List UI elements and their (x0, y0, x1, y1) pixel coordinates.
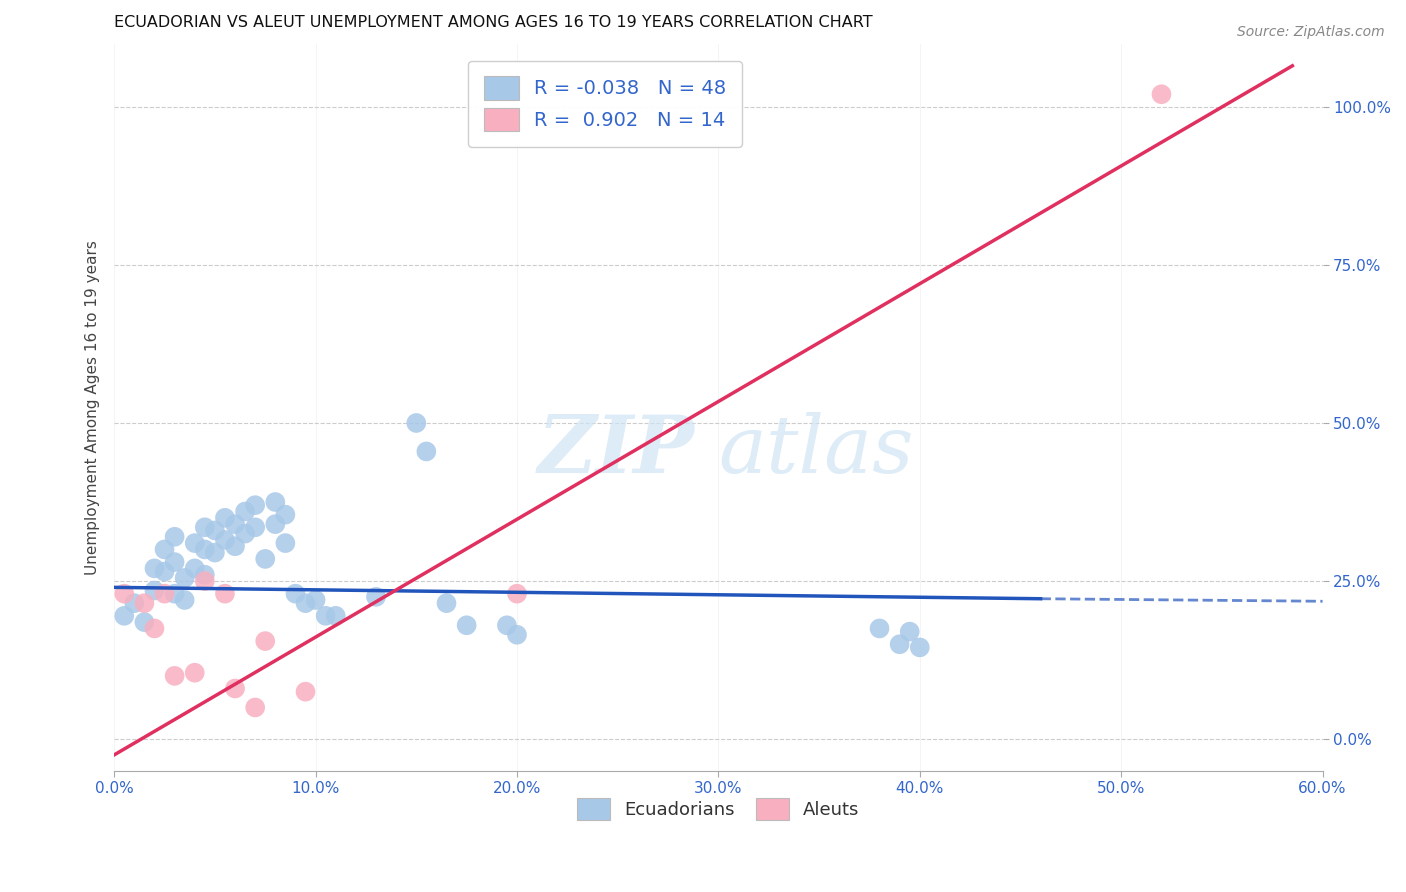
Point (405, 416, 427, 430)
Point (204, 545, 226, 559)
Point (173, 571, 195, 585)
Point (143, 561, 166, 575)
Point (233, 526, 256, 541)
Point (153, 587, 176, 601)
Point (274, 536, 297, 550)
Point (163, 530, 186, 544)
Point (184, 665, 207, 680)
Legend: Ecuadorians, Aleuts: Ecuadorians, Aleuts (569, 790, 868, 827)
Point (496, 618, 519, 632)
Point (284, 587, 307, 601)
Point (143, 583, 166, 598)
Point (869, 622, 891, 636)
Text: ZIP: ZIP (537, 412, 695, 490)
Point (153, 565, 176, 579)
Point (143, 622, 166, 636)
Point (184, 561, 207, 575)
Point (274, 508, 297, 522)
Point (506, 587, 529, 601)
Point (194, 567, 217, 582)
Point (264, 495, 287, 509)
Point (294, 596, 316, 610)
Point (134, 615, 156, 629)
Point (224, 539, 246, 553)
Y-axis label: Unemployment Among Ages 16 to 19 years: Unemployment Among Ages 16 to 19 years (86, 240, 100, 574)
Point (194, 542, 217, 557)
Point (214, 587, 236, 601)
Point (153, 542, 176, 557)
Point (194, 574, 217, 588)
Point (243, 498, 266, 512)
Text: Source: ZipAtlas.com: Source: ZipAtlas.com (1237, 25, 1385, 39)
Point (898, 624, 921, 639)
Text: ECUADORIAN VS ALEUT UNEMPLOYMENT AMONG AGES 16 TO 19 YEARS CORRELATION CHART: ECUADORIAN VS ALEUT UNEMPLOYMENT AMONG A… (114, 15, 873, 30)
Point (889, 637, 911, 651)
Point (243, 520, 266, 534)
Point (214, 511, 236, 525)
Point (436, 596, 458, 610)
Point (163, 587, 186, 601)
Point (304, 593, 326, 607)
Point (163, 555, 186, 569)
Point (364, 590, 387, 604)
Point (264, 517, 287, 532)
Point (163, 669, 186, 683)
Point (325, 608, 347, 623)
Point (134, 596, 156, 610)
Point (456, 618, 478, 632)
Point (315, 608, 337, 623)
Point (506, 628, 529, 642)
Point (233, 504, 256, 518)
Point (243, 700, 266, 714)
Point (254, 634, 277, 648)
Point (214, 533, 236, 547)
Point (294, 684, 316, 698)
Point (224, 517, 246, 532)
Point (204, 524, 226, 538)
Point (124, 596, 146, 610)
Point (173, 593, 195, 607)
Point (194, 520, 217, 534)
Point (184, 536, 207, 550)
Point (224, 681, 246, 696)
Text: atlas: atlas (718, 412, 914, 490)
Point (1150, 87, 1173, 102)
Point (415, 444, 437, 458)
Point (254, 552, 277, 566)
Point (112, 608, 135, 623)
Point (908, 640, 931, 655)
Point (112, 587, 135, 601)
